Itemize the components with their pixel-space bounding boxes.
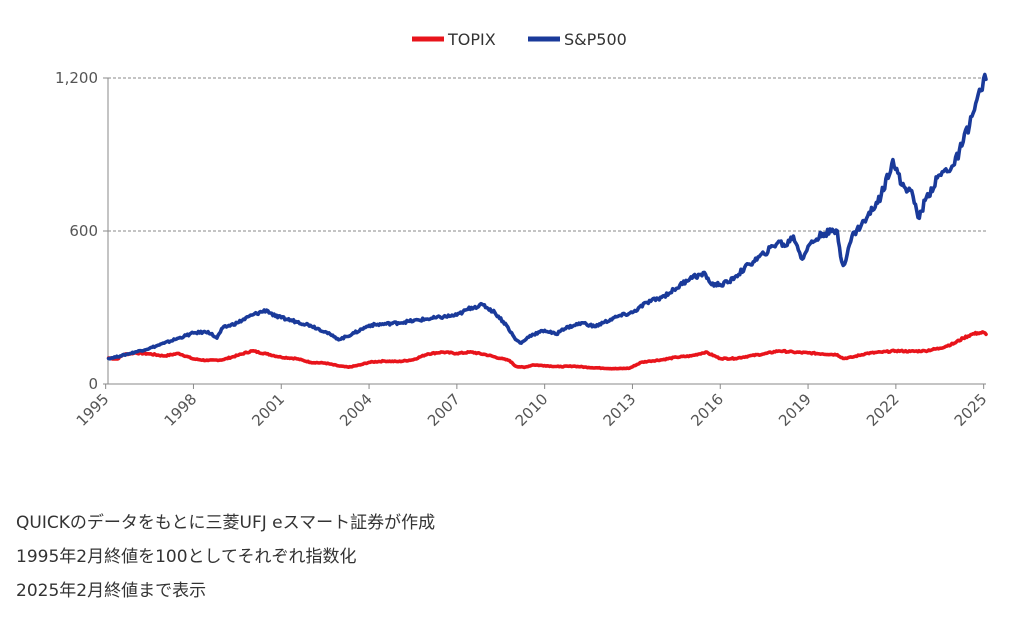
date-range-note: 2025年2月終値まで表示: [16, 581, 207, 601]
x-tick-label: 2022: [863, 390, 903, 430]
legend-label-sp500: S&P500: [564, 30, 627, 49]
x-tick-label: 2004: [336, 390, 376, 430]
x-tick-label: 2010: [512, 390, 552, 430]
y-tick-label: 0: [88, 375, 98, 393]
x-tick-label: 1998: [161, 390, 201, 430]
x-tick-label: 2013: [600, 390, 640, 430]
x-tick-label: 2025: [951, 390, 991, 430]
x-tick-label: 2001: [248, 390, 288, 430]
x-tick-label: 2007: [424, 390, 464, 430]
source-note: QUICKのデータをもとに三菱UFJ eスマート証券が作成: [16, 513, 436, 533]
x-axis-ticks: 1995 1998 2001 2004 2007 2010 2013 2016 2019 2022…: [73, 384, 991, 430]
chart-series: [106, 72, 988, 371]
gridlines: [108, 77, 986, 232]
series-line-sp500: [106, 72, 988, 361]
y-axis-ticks: 0 600 1,200: [55, 69, 108, 393]
chart-legend: TOPIX S&P500: [412, 30, 627, 49]
y-tick-label: 600: [69, 222, 98, 240]
x-tick-label: 2019: [775, 390, 815, 430]
source-notes: QUICKのデータをもとに三菱UFJ eスマート証券が作成 1995年2月終値を…: [16, 506, 996, 608]
line-chart: TOPIX S&P500 0 600 1,200 1995 1998 2001 2004 2…: [55, 30, 991, 430]
y-tick-label: 1,200: [55, 69, 98, 87]
legend-label-topix: TOPIX: [447, 30, 496, 49]
x-tick-label: 1995: [73, 390, 113, 430]
index-base-note: 1995年2月終値を100としてそれぞれ指数化: [16, 547, 357, 567]
series-line-topix: [106, 330, 988, 371]
x-tick-label: 2016: [687, 390, 727, 430]
